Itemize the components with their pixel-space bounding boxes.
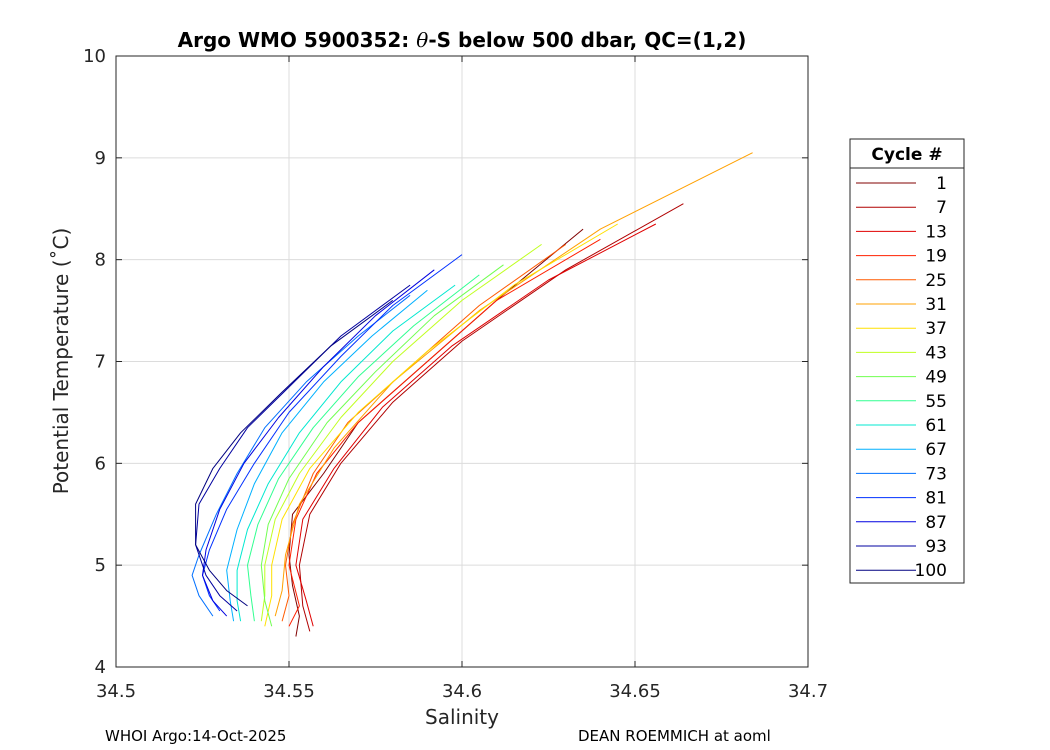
legend-label-1: 1: [936, 174, 947, 194]
y-tick-label: 10: [83, 46, 106, 67]
legend-label-87: 87: [925, 513, 947, 533]
legend-label-55: 55: [925, 392, 947, 412]
series-line-cycle-19: [288, 238, 601, 627]
series-line-cycle-73: [191, 294, 411, 617]
legend-label-19: 19: [925, 247, 947, 267]
series-line-cycle-61: [236, 284, 456, 622]
legend-entries: 1 7 13 19 25 31 37 43 49 55 61 67 73 81 87 93 100: [856, 174, 947, 581]
legend-label-67: 67: [925, 440, 947, 460]
chart-title-theta: θ: [416, 28, 428, 52]
series-line-cycle-81: [202, 254, 463, 612]
legend-label-73: 73: [925, 464, 947, 484]
y-tick-label: 6: [95, 453, 106, 474]
legend-label-81: 81: [925, 489, 947, 509]
chart-title: Argo WMO 5900352: θ-S below 500 dbar, QC…: [178, 28, 747, 52]
legend-label-7: 7: [936, 198, 947, 218]
series-line-cycle-31: [274, 152, 753, 617]
x-tick-label: 34.55: [263, 681, 315, 702]
grid: [116, 56, 808, 667]
y-tick-label: 9: [95, 148, 106, 169]
series-lines: [191, 152, 753, 637]
footer-left: WHOI Argo:14-Oct-2025: [105, 727, 286, 745]
legend-label-100: 100: [915, 561, 947, 581]
legend-label-61: 61: [925, 416, 947, 436]
legend-label-37: 37: [925, 319, 947, 339]
series-line-cycle-49: [260, 264, 504, 627]
y-tick-label: 8: [95, 250, 106, 271]
legend-label-93: 93: [925, 537, 947, 557]
y-tick-label: 4: [95, 657, 106, 678]
series-line-cycle-67: [226, 289, 428, 622]
legend-label-43: 43: [925, 343, 947, 363]
y-ticks: 4 5 6 7 8 9 10: [83, 46, 808, 678]
x-ticks: 34.5 34.55 34.6 34.65 34.7: [96, 56, 828, 702]
series-line-cycle-37: [264, 223, 618, 627]
series-line-cycle-13: [295, 223, 657, 627]
y-tick-label: 5: [95, 555, 106, 576]
x-tick-label: 34.5: [96, 681, 136, 702]
legend-label-49: 49: [925, 368, 947, 388]
legend-box: [849, 138, 965, 584]
series-line-cycle-55: [247, 274, 480, 622]
series-line-cycle-25: [281, 243, 567, 622]
series-line-cycle-43: [260, 243, 542, 622]
legend: Cycle # 1 7 13 19 25 31 37 43 49 55 61 67 73 81 87 93 10…: [849, 138, 965, 584]
series-line-cycle-87: [202, 269, 435, 617]
x-tick-label: 34.7: [788, 681, 828, 702]
legend-label-13: 13: [925, 222, 947, 242]
footer-right: DEAN ROEMMICH at aoml: [578, 727, 771, 745]
series-line-cycle-7: [298, 203, 684, 632]
x-axis-label: Salinity: [425, 705, 499, 729]
y-tick-label: 7: [95, 352, 106, 373]
y-axis-label: Potential Temperature (˚C): [49, 228, 73, 495]
legend-title: Cycle #: [871, 145, 942, 165]
plot-frame: [115, 55, 809, 668]
chart-title-prefix: Argo WMO 5900352:: [178, 28, 417, 52]
legend-label-25: 25: [925, 271, 947, 291]
legend-label-31: 31: [925, 295, 947, 315]
series-line-cycle-100: [195, 299, 394, 607]
x-tick-label: 34.65: [609, 681, 661, 702]
chart-title-suffix: -S below 500 dbar, QC=(1,2): [428, 28, 746, 52]
x-tick-label: 34.6: [442, 681, 482, 702]
